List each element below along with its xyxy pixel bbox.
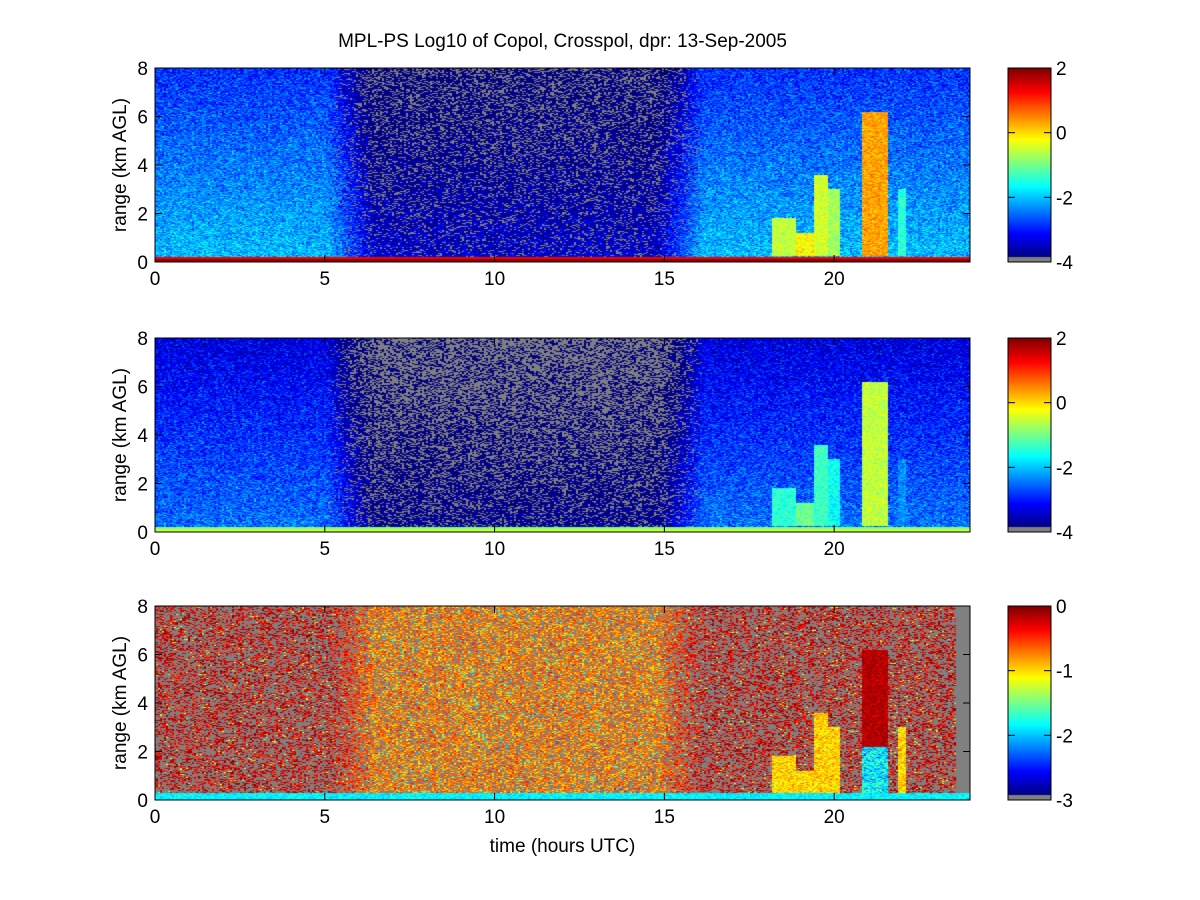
y-tick-label: 0 — [137, 253, 148, 274]
y-tick-label: 2 — [137, 743, 148, 764]
colorbar-tick-label: -1 — [1056, 662, 1073, 683]
y-tick-label: 8 — [137, 597, 148, 618]
colorbar-tick-label: -4 — [1056, 253, 1073, 274]
plot-frame — [154, 605, 971, 801]
colorbar-frame — [1007, 605, 1052, 801]
x-tick-label: 0 — [150, 269, 161, 290]
dpr-colorbar — [1008, 606, 1051, 800]
colorbar-tick-label: 0 — [1056, 394, 1067, 415]
colorbar-tick-label: -2 — [1056, 458, 1073, 479]
y-tick-label: 8 — [137, 59, 148, 80]
x-tick-label: 5 — [320, 539, 331, 560]
x-tick-label: 10 — [484, 807, 505, 828]
dpr-heatmap — [155, 606, 970, 800]
y-tick-label: 0 — [137, 523, 148, 544]
y-tick-label: 6 — [137, 646, 148, 667]
crosspol-colorbar — [1008, 338, 1051, 532]
colorbar-frame — [1007, 67, 1052, 263]
y-tick-label: 4 — [137, 156, 148, 177]
colorbar-tick-label: -3 — [1056, 791, 1073, 812]
crosspol-heatmap — [155, 338, 970, 532]
plot-frame — [154, 337, 971, 533]
x-tick-label: 20 — [824, 807, 845, 828]
copol-heatmap — [155, 68, 970, 262]
y-tick-label: 6 — [137, 108, 148, 129]
y-tick-label: 2 — [137, 205, 148, 226]
colorbar-tick-label: -4 — [1056, 523, 1073, 544]
colorbar-tick-label: 0 — [1056, 124, 1067, 145]
y-tick-label: 6 — [137, 378, 148, 399]
figure-title: MPL-PS Log10 of Copol, Crosspol, dpr: 13… — [338, 31, 787, 52]
y-tick-label: 0 — [137, 791, 148, 812]
y-axis-label: range (km AGL) — [110, 636, 131, 770]
x-axis-label: time (hours UTC) — [489, 836, 636, 857]
x-tick-label: 10 — [484, 539, 505, 560]
colorbar-frame — [1007, 337, 1052, 533]
colorbar-tick-label: 2 — [1056, 59, 1067, 80]
x-tick-label: 5 — [320, 807, 331, 828]
x-tick-label: 10 — [484, 269, 505, 290]
copol-colorbar — [1008, 68, 1051, 262]
x-tick-label: 15 — [654, 269, 675, 290]
y-tick-label: 4 — [137, 426, 148, 447]
colorbar-tick-label: 2 — [1056, 329, 1067, 350]
x-tick-label: 20 — [824, 269, 845, 290]
x-tick-label: 15 — [654, 539, 675, 560]
plot-frame — [154, 67, 971, 263]
y-axis-label: range (km AGL) — [110, 368, 131, 502]
y-tick-label: 8 — [137, 329, 148, 350]
x-tick-label: 15 — [654, 807, 675, 828]
x-tick-label: 20 — [824, 539, 845, 560]
y-tick-label: 2 — [137, 475, 148, 496]
x-tick-label: 5 — [320, 269, 331, 290]
y-axis-label: range (km AGL) — [110, 98, 131, 232]
colorbar-tick-label: -2 — [1056, 726, 1073, 747]
y-tick-label: 4 — [137, 694, 148, 715]
colorbar-tick-label: -2 — [1056, 188, 1073, 209]
x-tick-label: 0 — [150, 539, 161, 560]
x-tick-label: 0 — [150, 807, 161, 828]
colorbar-tick-label: 0 — [1056, 597, 1067, 618]
